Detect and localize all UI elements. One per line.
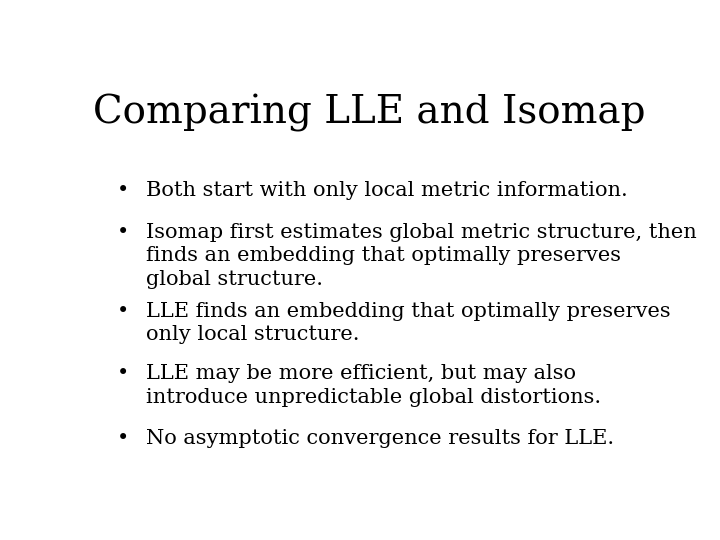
Text: •: • (117, 223, 130, 242)
Text: LLE finds an embedding that optimally preserves
only local structure.: LLE finds an embedding that optimally pr… (145, 302, 670, 345)
Text: Both start with only local metric information.: Both start with only local metric inform… (145, 181, 628, 200)
Text: No asymptotic convergence results for LLE.: No asymptotic convergence results for LL… (145, 429, 614, 448)
Text: •: • (117, 302, 130, 321)
Text: •: • (117, 429, 130, 448)
Text: •: • (117, 181, 130, 200)
Text: Comparing LLE and Isomap: Comparing LLE and Isomap (93, 94, 645, 132)
Text: Isomap first estimates global metric structure, then
finds an embedding that opt: Isomap first estimates global metric str… (145, 223, 696, 289)
Text: LLE may be more efficient, but may also
introduce unpredictable global distortio: LLE may be more efficient, but may also … (145, 364, 601, 407)
Text: •: • (117, 364, 130, 383)
